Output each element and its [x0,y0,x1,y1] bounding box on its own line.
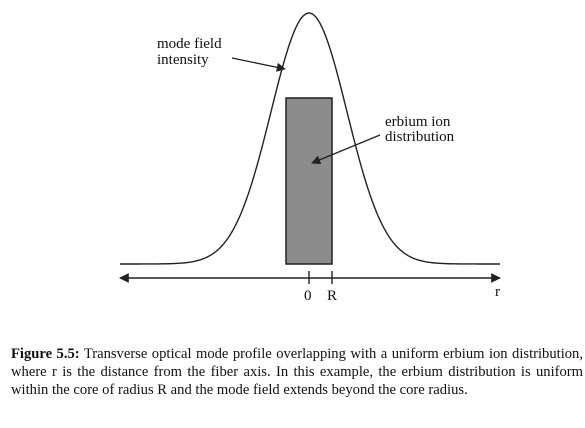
tick-r-label: R [327,288,337,304]
caption-figure-label: Figure 5.5: [11,346,80,362]
figure-caption: Figure 5.5: Transverse optical mode prof… [11,345,583,399]
erbium-distribution-rect [285,97,333,265]
erbium-pointer [311,134,381,165]
mode-field-label-line1: mode field [157,36,222,52]
erbium-label-line2: distribution [385,129,455,145]
mode-field-pointer [231,57,286,72]
caption-text: Transverse optical mode profile overlapp… [11,346,584,398]
mode-field-label-line2: intensity [157,52,209,68]
erbium-label-line1: erbium ion [385,114,451,130]
axis-label-r: r [495,284,500,300]
tick-zero-label: 0 [304,288,312,304]
mode-profile-diagram: 0 R r mode field intensity erbium ion di… [119,12,501,304]
mode-field-intensity-curve [120,12,500,265]
